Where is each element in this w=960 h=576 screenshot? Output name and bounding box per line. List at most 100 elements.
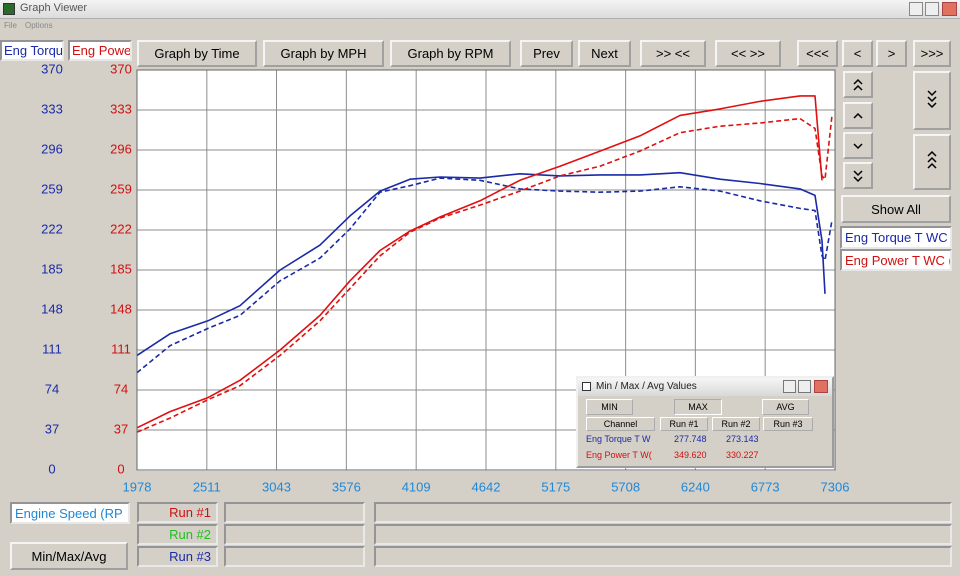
zoom-in-button[interactable]: >> << [640,40,706,67]
y-tick-label: 37 [45,421,59,436]
scroll-top-button[interactable] [843,71,873,98]
y2-tick-label: 370 [110,61,132,76]
scroll-up-button[interactable] [843,102,873,129]
table-cell: 273.143 [726,434,759,444]
double-down-icon [853,169,863,182]
y2-tick-label: 259 [110,181,132,196]
y-tick-label: 185 [41,261,63,276]
y2-axis-title: Eng Powe [68,40,132,61]
max-button[interactable]: MAX [674,399,722,415]
close-button[interactable] [942,2,957,16]
run-2-file [224,524,365,545]
maximize-button[interactable] [925,2,939,16]
y2-tick-label: 222 [110,221,132,236]
y-tick-label: 370 [41,61,63,76]
x-axis-title: Engine Speed (RP [10,502,130,524]
menu-options[interactable]: Options [25,21,53,30]
y-tick-label: 148 [41,301,63,316]
run-3-info [374,546,952,567]
scroll-far-right-button[interactable]: >>> [913,40,951,67]
table-cell: 349.620 [674,450,707,460]
scroll-bottom-button[interactable] [843,162,873,189]
window-title: Graph Viewer [20,2,88,14]
x-tick-label: 6773 [751,479,780,494]
y-tick-label: 222 [41,221,63,236]
run-1-label: Run #1 [137,502,218,523]
run-1-file [224,502,365,523]
dialog-maximize[interactable] [798,380,811,393]
y2-tick-label: 0 [117,461,124,476]
run-3-file [224,546,365,567]
app-icon [3,3,15,15]
zoom-out-button[interactable]: << >> [715,40,781,67]
compress-icon [927,150,937,169]
graph-by-time-button[interactable]: Graph by Time [137,40,257,67]
y-axis-title: Eng Torqu [0,40,64,61]
prev-button[interactable]: Prev [520,40,573,67]
menu-file[interactable]: File [4,21,17,30]
column-header: Channel [586,417,655,431]
next-button[interactable]: Next [578,40,631,67]
up-icon [853,112,863,119]
dialog-icon [582,382,591,391]
table-cell: Eng Power T W( [586,450,652,460]
graph-by-rpm-button[interactable]: Graph by RPM [390,40,511,67]
y2-tick-label: 37 [114,421,128,436]
y-tick-label: 296 [41,141,63,156]
y-tick-label: 74 [45,381,59,396]
run-3-label: Run #3 [137,546,218,567]
dialog-minimize[interactable] [783,380,796,393]
y2-tick-label: 296 [110,141,132,156]
expand-button[interactable] [913,71,951,130]
minimize-button[interactable] [909,2,923,16]
title-bar: Graph Viewer [0,0,960,19]
legend-torque[interactable]: Eng Torque T WC [840,226,952,249]
y-tick-label: 259 [41,181,63,196]
avg-button[interactable]: AVG [762,399,809,415]
min-button[interactable]: MIN [586,399,633,415]
scroll-left-button[interactable]: < [842,40,873,67]
plot-border [136,69,836,471]
data-line [136,171,826,357]
table-cell: 330.227 [726,450,759,460]
compress-button[interactable] [913,134,951,190]
double-up-icon [853,78,863,91]
min-max-avg-button[interactable]: Min/Max/Avg [10,542,128,570]
y2-tick-label: 111 [111,341,131,356]
x-tick-label: 4642 [472,479,501,494]
expand-icon [927,89,937,108]
show-all-button[interactable]: Show All [841,195,951,223]
legend-power[interactable]: Eng Power T WC ( [840,249,952,271]
y2-tick-label: 333 [110,101,132,116]
dialog-close[interactable] [814,380,828,393]
scroll-far-left-button[interactable]: <<< [797,40,838,67]
scroll-right-button[interactable]: > [876,40,907,67]
y-tick-label: 111 [42,341,62,356]
x-tick-label: 6240 [681,479,710,494]
run-2-info [374,524,952,545]
x-tick-label: 3043 [262,479,291,494]
column-header: Run #3 [763,417,813,431]
column-header: Run #2 [712,417,760,431]
dialog-title-bar: Min / Max / Avg Values [578,378,832,396]
y2-tick-label: 74 [114,381,128,396]
y2-tick-label: 185 [110,261,132,276]
table-cell: Eng Torque T W [586,434,651,444]
data-line [136,177,833,374]
x-tick-label: 7306 [821,479,850,494]
min-max-avg-dialog: Min / Max / Avg Values MIN MAX AVG Chann… [576,376,834,468]
y2-tick-label: 148 [110,301,132,316]
graph-by-mph-button[interactable]: Graph by MPH [263,40,384,67]
data-line [136,115,833,433]
column-header: Run #1 [660,417,708,431]
y-tick-label: 0 [48,461,55,476]
x-tick-label: 3576 [332,479,361,494]
scroll-down-button[interactable] [843,132,873,159]
data-line [136,95,823,429]
run-1-info [374,502,952,523]
down-icon [853,142,863,149]
table-cell: 277.748 [674,434,707,444]
run-2-label: Run #2 [137,524,218,545]
